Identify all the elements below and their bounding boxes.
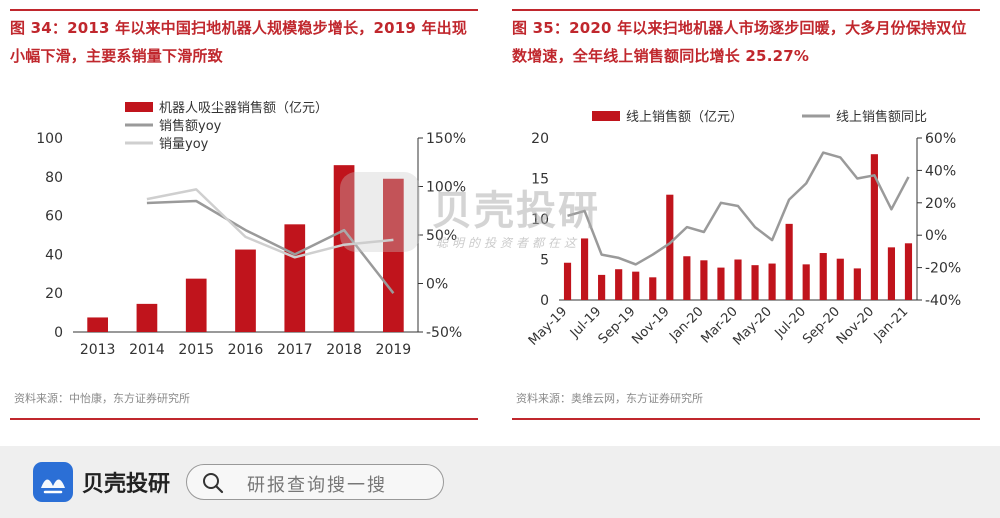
brand-logo-icon[interactable]: [33, 462, 73, 502]
right-source-note: 资料来源：奥维云网，东方证券研究所: [516, 392, 703, 405]
bar: [580, 238, 589, 300]
left-y-tick-label: 60: [45, 209, 63, 225]
right-chart: 05101520-40%-20%0%20%40%60%May-19Jul-19S…: [526, 109, 961, 349]
bar: [870, 154, 878, 300]
bar: [615, 269, 623, 300]
bottom-bar: 贝壳投研 研报查询搜一搜: [0, 446, 1000, 518]
left-y-tick-label: 40: [45, 247, 63, 263]
bar: [683, 256, 691, 300]
bar: [235, 249, 256, 332]
right-y-tick-label: -50%: [426, 325, 462, 341]
bar: [853, 268, 861, 300]
right-y-tick-label: -40%: [925, 293, 961, 309]
bar: [632, 271, 640, 300]
left-bottom-rule: [10, 418, 478, 420]
legend-label: 销量yoy: [159, 137, 209, 152]
bar: [717, 267, 725, 300]
x-tick-label: 2016: [228, 342, 264, 358]
left-y-tick-label: 0: [540, 293, 549, 309]
x-tick-label: 2014: [129, 342, 165, 358]
right-bottom-rule: [512, 418, 980, 420]
x-tick-label: Nov-19: [629, 304, 672, 347]
x-tick-label: 2015: [178, 342, 214, 358]
right-y-tick-label: 150%: [426, 131, 466, 147]
right-y-tick-label: 100%: [426, 180, 466, 196]
bar: [563, 262, 572, 300]
legend-label: 线上销售额同比: [836, 109, 927, 125]
brand-name[interactable]: 贝壳投研: [82, 472, 171, 497]
legend-label: 销售额yoy: [159, 118, 222, 134]
x-tick-label: 2017: [277, 342, 313, 358]
left-y-tick-label: 20: [531, 131, 549, 147]
bar: [904, 243, 913, 300]
bar: [785, 223, 793, 300]
right-top-rule: [512, 9, 980, 11]
legend-swatch: [125, 102, 153, 112]
right-figure-panel: 图 35：2020 年以来扫地机器人市场逐步回暖，大多月份保持双位数增速，全年线…: [512, 0, 982, 440]
bar: [136, 303, 158, 332]
left-figure-panel: 图 34：2013 年以来中国扫地机器人规模稳步增长，2019 年出现小幅下滑，…: [10, 0, 480, 440]
legend-label: 线上销售额（亿元）: [626, 109, 743, 125]
left-y-tick-label: 0: [54, 325, 63, 341]
x-tick-label: 2018: [326, 342, 362, 358]
x-tick-label: Nov-20: [834, 304, 877, 347]
series-line: [146, 199, 395, 294]
bar: [802, 264, 810, 300]
search-input[interactable]: 研报查询搜一搜: [186, 464, 444, 500]
bar: [887, 247, 896, 300]
right-figure-title: 图 35：2020 年以来扫地机器人市场逐步回暖，大多月份保持双位数增速，全年线…: [512, 19, 967, 65]
left-top-rule: [10, 9, 478, 11]
bar: [87, 317, 108, 332]
left-y-tick-label: 100: [36, 131, 63, 147]
series-line: [567, 151, 910, 266]
search-icon: [203, 473, 224, 494]
left-y-tick-label: 10: [531, 212, 549, 228]
legend-swatch: [592, 111, 620, 121]
right-y-tick-label: -20%: [925, 261, 961, 277]
x-tick-label: 2013: [80, 342, 116, 358]
left-y-tick-label: 80: [45, 170, 63, 186]
bar: [185, 278, 207, 332]
bar: [700, 260, 708, 300]
bar: [768, 263, 776, 300]
right-y-tick-label: 0%: [426, 277, 448, 293]
legend-label: 机器人吸尘器销售额（亿元）: [159, 100, 328, 116]
left-chart: 0 20 40 60 80 100 -50% 0% 50% 100% 150% 2013 2014 201…: [36, 100, 466, 358]
x-tick-label: May-19: [526, 304, 570, 348]
right-y-tick-label: 50%: [426, 228, 457, 244]
bar: [649, 277, 657, 300]
left-source-note: 资料来源：中怡康，东方证券研究所: [14, 392, 190, 405]
x-tick-label: Jan-21: [871, 304, 912, 345]
left-y-tick-label: 15: [531, 172, 549, 188]
series-line: [146, 188, 394, 259]
bar: [333, 165, 355, 332]
right-y-tick-label: 60%: [925, 131, 956, 147]
bar: [666, 194, 674, 300]
bar: [819, 253, 827, 300]
bar: [284, 224, 306, 332]
right-y-tick-label: 0%: [925, 228, 947, 244]
left-y-tick-label: 20: [45, 286, 63, 302]
x-tick-label: 2019: [376, 342, 412, 358]
search-placeholder: 研报查询搜一搜: [247, 475, 387, 496]
bar: [598, 274, 606, 300]
bar: [751, 265, 759, 300]
left-figure-title: 图 34：2013 年以来中国扫地机器人规模稳步增长，2019 年出现小幅下滑，…: [10, 19, 468, 65]
x-tick-label: May-20: [730, 304, 774, 348]
bar: [734, 259, 742, 300]
bar: [836, 258, 844, 300]
left-y-tick-label: 5: [540, 253, 549, 269]
right-y-tick-label: 40%: [925, 163, 956, 179]
bar: [383, 178, 404, 332]
right-y-tick-label: 20%: [925, 196, 956, 212]
